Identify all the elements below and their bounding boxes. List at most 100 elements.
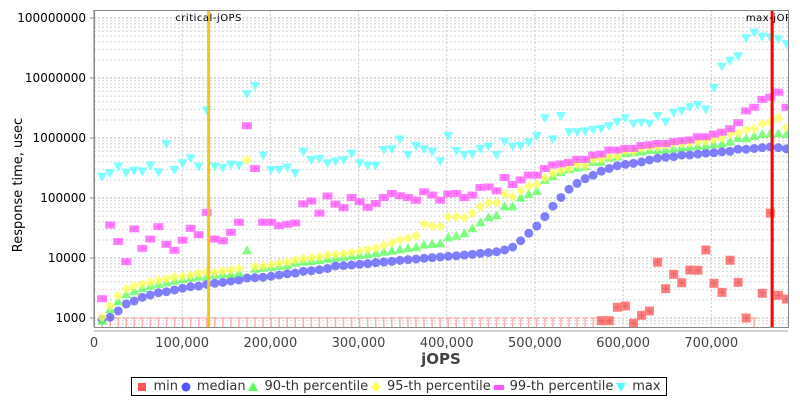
median-point <box>258 272 268 282</box>
max-point <box>314 154 325 164</box>
p99-point-cross <box>437 197 444 204</box>
p99-point-cross <box>541 165 548 172</box>
p99-point-cross <box>525 172 532 179</box>
p95-point <box>346 247 357 258</box>
legend-label: median <box>196 379 246 394</box>
max-point <box>741 34 752 44</box>
legend-item-min: min <box>137 379 178 394</box>
p95-point <box>459 212 470 223</box>
legend-item-max: max <box>616 379 661 394</box>
data-marks <box>97 28 788 327</box>
median-point <box>153 288 163 298</box>
median-point <box>467 249 477 259</box>
min-below-range-marker <box>340 317 347 327</box>
min-below-range-marker <box>453 317 460 327</box>
p99-point-cross <box>469 192 476 199</box>
min-below-range-marker <box>501 317 508 327</box>
p99-point-cross <box>582 156 589 163</box>
p95-point <box>258 260 269 271</box>
min-below-range-marker <box>219 317 226 327</box>
x-tick-label: 100,000 <box>155 336 209 351</box>
p90-point <box>491 210 502 220</box>
max-point <box>370 161 381 171</box>
min-below-range-marker <box>348 317 355 327</box>
p99-point-cross <box>292 220 299 227</box>
median-point <box>757 143 767 153</box>
median-point <box>395 255 405 265</box>
median-point <box>451 251 461 261</box>
min-below-range-marker <box>187 317 194 327</box>
p99-point-cross <box>324 193 331 200</box>
p95-point <box>394 234 405 245</box>
p99-point-cross <box>606 147 613 154</box>
max-point <box>298 147 309 157</box>
p95-point <box>499 188 510 199</box>
p95-point <box>427 221 438 232</box>
triangle-up-marker-icon <box>248 381 259 391</box>
median-point <box>347 260 357 270</box>
max-point <box>282 163 293 173</box>
p99-point-cross <box>276 222 283 229</box>
p99-point-cross <box>227 229 234 236</box>
p90-point <box>523 188 534 198</box>
p95-point <box>169 272 180 283</box>
max-point <box>258 151 269 161</box>
p99-point-cross <box>630 145 637 152</box>
median-point <box>121 299 131 309</box>
median-point <box>282 269 292 279</box>
median-point <box>596 166 606 176</box>
median-point <box>105 312 115 322</box>
min-point-cross <box>686 267 693 274</box>
min-point-cross <box>743 315 750 322</box>
median-point <box>339 261 349 271</box>
median-point <box>677 150 687 160</box>
median-point <box>604 163 614 173</box>
p99-point-cross <box>509 181 516 188</box>
legend-label: 95-th percentile <box>387 379 491 394</box>
max-point <box>97 172 108 182</box>
max-point <box>467 150 478 160</box>
median-point <box>628 158 638 168</box>
median-point <box>266 271 276 281</box>
min-point-cross <box>614 304 621 311</box>
p99-point-cross <box>566 159 573 166</box>
min-below-range-marker <box>477 317 484 327</box>
min-below-range-marker <box>533 317 540 327</box>
max-point <box>604 122 615 132</box>
median-point <box>709 148 719 158</box>
p99-point-cross <box>171 247 178 254</box>
p99-point-cross <box>743 107 750 114</box>
p99-point-cross <box>107 221 114 228</box>
p95-point <box>749 123 760 134</box>
p99-point-cross <box>356 198 363 205</box>
median-point <box>693 149 703 159</box>
max-point <box>491 151 502 161</box>
median-point <box>781 144 788 154</box>
p95-point <box>467 208 478 219</box>
p99-point-cross <box>284 221 291 228</box>
p90-point <box>757 129 768 139</box>
max-point <box>362 161 373 171</box>
p99-point-cross <box>388 190 395 197</box>
p99-point-cross <box>759 96 766 103</box>
p90-point <box>773 128 784 138</box>
min-point-cross <box>678 279 685 286</box>
min-below-range-marker <box>421 317 428 327</box>
p99-point-cross <box>493 187 500 194</box>
p99-point-cross <box>179 237 186 244</box>
max-point <box>507 142 518 152</box>
median-point <box>250 273 260 283</box>
max-point <box>209 162 220 172</box>
max-point <box>572 128 583 138</box>
min-below-range-marker <box>284 317 291 327</box>
min-point-cross <box>710 280 717 287</box>
min-point-cross <box>646 307 653 314</box>
max-point <box>113 162 124 172</box>
p95-point <box>137 278 148 289</box>
min-point-cross <box>702 246 709 253</box>
p99-point-cross <box>727 125 734 132</box>
x-tick-label: 600,000 <box>596 336 650 351</box>
median-point <box>475 248 485 258</box>
median-point <box>242 273 252 283</box>
p99-point-cross <box>686 136 693 143</box>
